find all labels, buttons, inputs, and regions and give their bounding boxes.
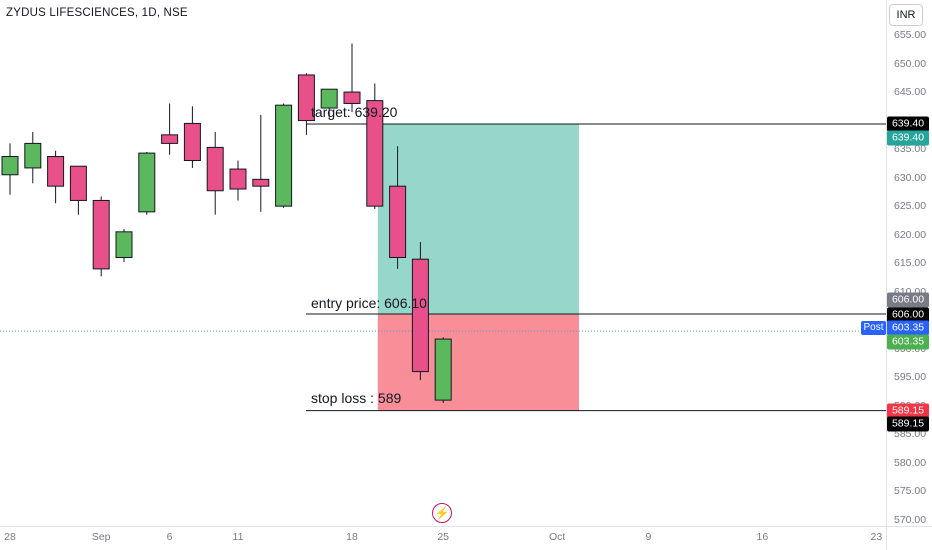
candle-body bbox=[366, 100, 384, 207]
candle-body bbox=[252, 178, 270, 187]
candle-body bbox=[206, 146, 224, 192]
candle bbox=[434, 337, 452, 403]
price-tick: 595.00 bbox=[894, 371, 927, 384]
time-tick: 25 bbox=[437, 531, 450, 543]
candle-body bbox=[92, 199, 110, 270]
time-tick: Sep bbox=[91, 531, 111, 543]
candle bbox=[1, 143, 19, 195]
currency-button[interactable]: INR bbox=[889, 4, 923, 26]
price-tick: 580.00 bbox=[894, 456, 927, 469]
time-tick: 6 bbox=[166, 531, 173, 543]
price-tick: 655.00 bbox=[894, 29, 927, 41]
level-lines bbox=[0, 123, 886, 412]
price-label-stop-red: 589.15 bbox=[887, 403, 929, 419]
price-tick: 645.00 bbox=[894, 86, 927, 99]
price-tick: 625.00 bbox=[894, 200, 927, 213]
time-tick: 18 bbox=[346, 531, 358, 543]
price-tick: 650.00 bbox=[894, 57, 927, 70]
price-label-target-black: 639.40 bbox=[887, 116, 929, 132]
candle bbox=[69, 165, 87, 215]
candle bbox=[366, 83, 384, 210]
time-tick: 9 bbox=[645, 531, 652, 543]
candle bbox=[115, 228, 133, 263]
candle-body bbox=[138, 152, 156, 213]
candle-body bbox=[297, 74, 315, 122]
stop-zone bbox=[377, 313, 579, 411]
candle-body bbox=[1, 156, 19, 176]
candle-body bbox=[115, 231, 133, 258]
price-label-entry-grey: 606.00 bbox=[887, 292, 929, 308]
position-zones bbox=[377, 123, 579, 411]
candlestick-series bbox=[1, 43, 452, 403]
time-tick: 11 bbox=[232, 531, 244, 543]
price-label-target-green: 639.40 bbox=[887, 130, 929, 146]
price-tick: 615.00 bbox=[894, 257, 927, 270]
lightning-icon[interactable]: ⚡ bbox=[432, 503, 452, 523]
candle-body bbox=[275, 104, 293, 207]
price-label-stop-black: 589.15 bbox=[887, 416, 929, 432]
time-tick: 16 bbox=[756, 531, 769, 543]
candle-body bbox=[47, 156, 65, 187]
target-annotation: target: 639.20 bbox=[311, 104, 398, 120]
candle bbox=[411, 242, 429, 381]
candle-body bbox=[161, 134, 179, 144]
candle bbox=[389, 146, 407, 269]
price-tick: 575.00 bbox=[894, 485, 927, 498]
target-zone bbox=[377, 123, 579, 314]
price-tick: 620.00 bbox=[894, 228, 927, 241]
price-tick: 570.00 bbox=[894, 513, 927, 526]
price-label-last-green: 603.35 bbox=[887, 334, 929, 350]
entry-annotation: entry price: 606.10 bbox=[311, 295, 427, 311]
candle bbox=[343, 43, 361, 113]
candle bbox=[206, 131, 224, 215]
candle bbox=[297, 73, 315, 135]
candle-body bbox=[229, 168, 247, 190]
time-tick: 23 bbox=[870, 531, 883, 543]
candle-body bbox=[183, 122, 201, 162]
candle bbox=[229, 160, 247, 201]
candle bbox=[320, 88, 338, 118]
candle bbox=[92, 196, 110, 277]
candle-body bbox=[24, 142, 42, 169]
candle bbox=[252, 114, 270, 212]
price-tick: 630.00 bbox=[894, 171, 927, 184]
price-label-post-blue: 603.35 bbox=[887, 320, 929, 336]
time-tick: Oct bbox=[549, 531, 566, 543]
candle bbox=[47, 150, 65, 204]
time-tick: 28 bbox=[4, 531, 16, 543]
stop-annotation: stop loss : 589 bbox=[311, 390, 402, 406]
candle bbox=[183, 106, 201, 168]
candle bbox=[161, 103, 179, 155]
candle bbox=[138, 151, 156, 215]
candle bbox=[275, 103, 293, 208]
candle-body bbox=[343, 91, 361, 104]
price-label-entry-black: 606.00 bbox=[887, 307, 929, 323]
candle-body bbox=[389, 185, 407, 258]
chart-title: ZYDUS LIFESCIENCES, 1D, NSE bbox=[6, 7, 188, 19]
candle-body bbox=[411, 258, 429, 373]
candle bbox=[24, 131, 42, 184]
candle-body bbox=[320, 88, 338, 109]
post-tag: Post bbox=[861, 321, 886, 336]
candle-body bbox=[69, 165, 87, 201]
price-tick: 635.00 bbox=[894, 143, 927, 156]
candle-body bbox=[434, 338, 452, 401]
